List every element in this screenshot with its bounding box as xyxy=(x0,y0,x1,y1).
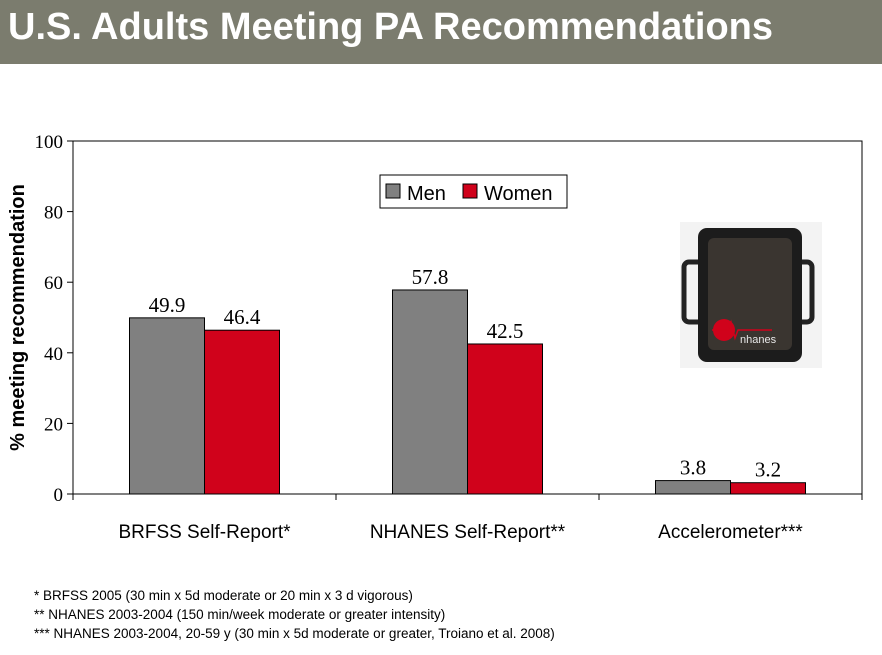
data-label-men: 3.8 xyxy=(680,456,706,480)
bar-men xyxy=(129,317,205,495)
y-tick-label: 40 xyxy=(44,344,63,365)
heartbeat-line-icon xyxy=(712,319,772,341)
footnote-3: *** NHANES 2003-2004, 20-59 y (30 min x … xyxy=(34,626,555,641)
bar-women xyxy=(467,343,543,495)
slide-title: U.S. Adults Meeting PA Recommendations xyxy=(8,6,774,48)
legend-swatch-women xyxy=(462,183,478,199)
device-brand-text: nhanes xyxy=(740,334,777,346)
legend-label-women: Women xyxy=(484,183,553,205)
title-bar: U.S. Adults Meeting PA Recommendations xyxy=(0,0,882,64)
y-tick-label: 80 xyxy=(44,203,63,224)
bar-women xyxy=(204,329,280,495)
x-tick-label: Accelerometer*** xyxy=(658,522,803,543)
y-tick-label: 0 xyxy=(54,485,64,506)
data-label-men: 57.8 xyxy=(412,265,449,289)
bar-men xyxy=(392,289,468,495)
x-tick-label: BRFSS Self-Report* xyxy=(118,522,291,543)
legend-swatch-men xyxy=(385,183,401,199)
plot-area: 0 20 40 60 80 100 BRFSS Self-Report* 49.9 46.4 NH… xyxy=(7,132,863,543)
data-label-men: 49.9 xyxy=(149,293,186,317)
footnote-1: * BRFSS 2005 (30 min x 5d moderate or 20… xyxy=(34,588,413,603)
data-label-women: 46.4 xyxy=(224,305,261,329)
y-axis-label: % meeting recommendation xyxy=(7,184,29,451)
data-label-women: 42.5 xyxy=(487,319,524,343)
data-label-women: 3.2 xyxy=(755,458,781,482)
y-tick-label: 20 xyxy=(44,414,63,435)
footnote-2: ** NHANES 2003-2004 (150 min/week modera… xyxy=(34,607,446,622)
accelerometer-device-image: nhanes xyxy=(680,222,822,368)
bar-men xyxy=(655,480,731,495)
legend-label-men: Men xyxy=(407,183,446,205)
bar-women xyxy=(730,482,806,495)
bar-chart: nhanes 0 20 40 60 80 100 BRFSS Self-Report* 49.… xyxy=(7,132,863,543)
y-tick-label: 100 xyxy=(35,132,64,153)
footnotes: * BRFSS 2005 (30 min x 5d moderate or 20… xyxy=(34,586,555,643)
x-tick-label: NHANES Self-Report** xyxy=(370,522,566,543)
y-tick-label: 60 xyxy=(44,273,63,294)
